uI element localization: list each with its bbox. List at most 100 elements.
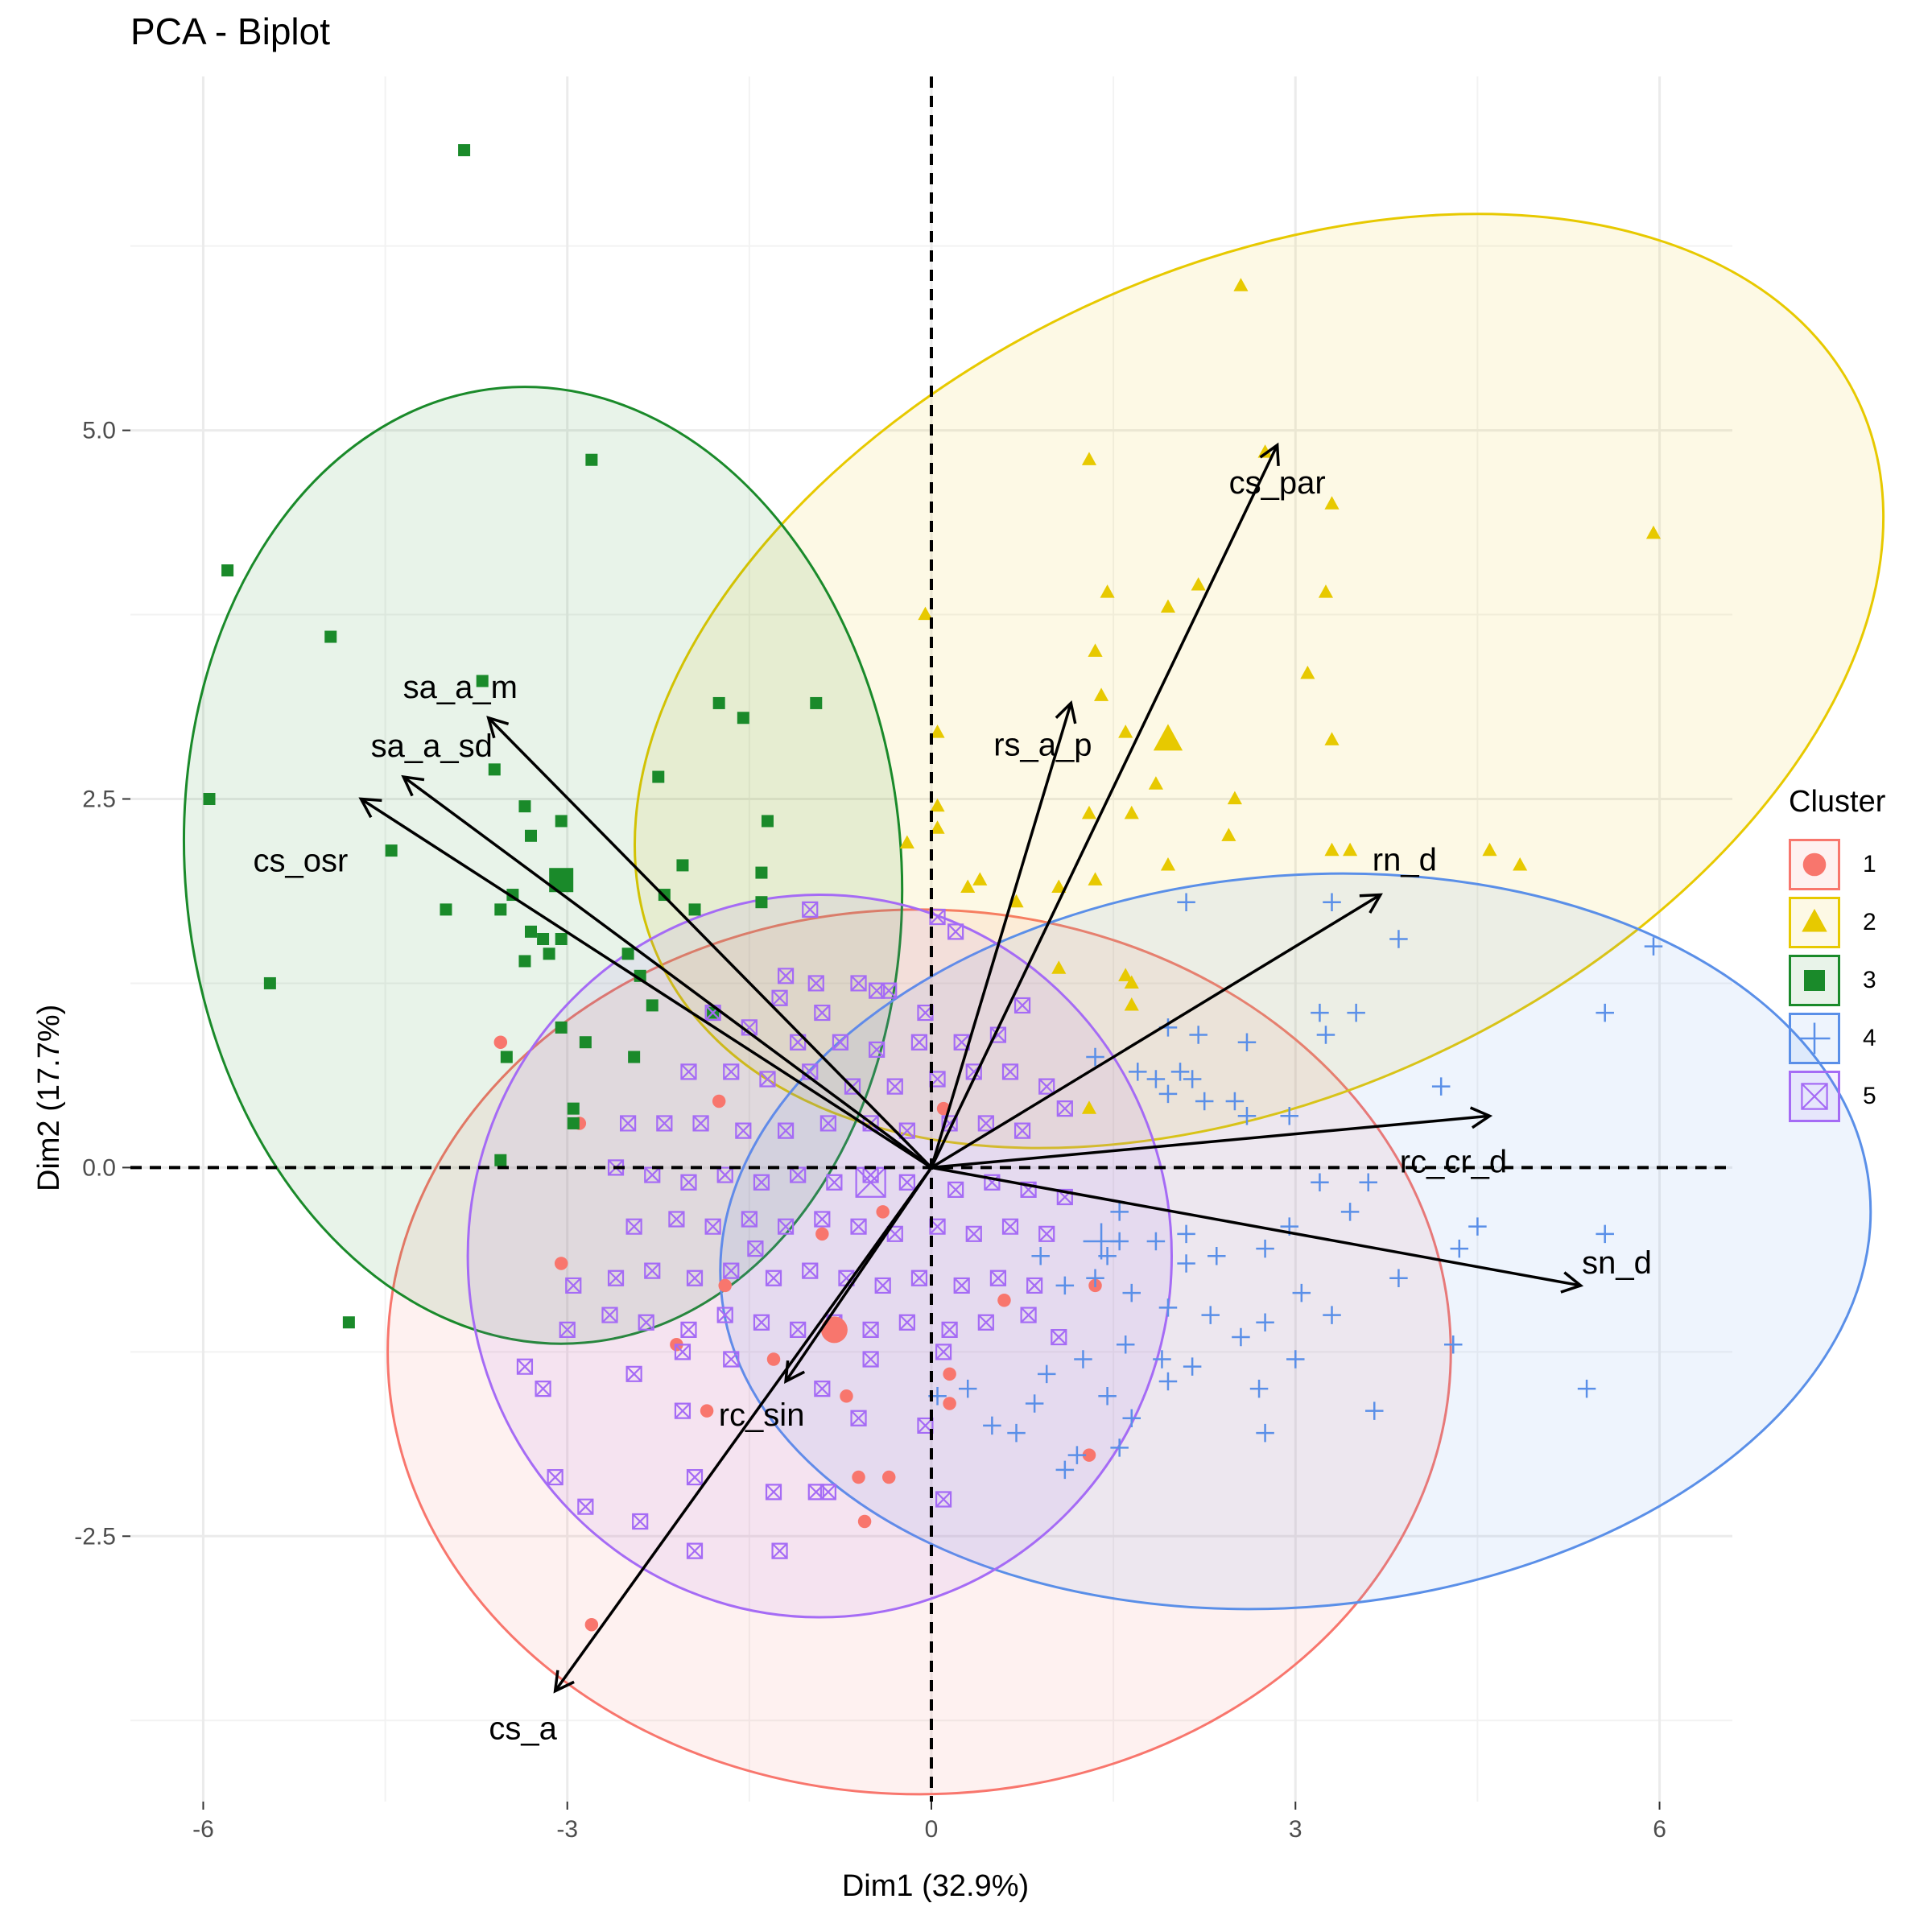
cluster-3-point [810, 697, 822, 709]
cluster-1-point [712, 1095, 726, 1108]
cluster-1-point [718, 1279, 732, 1293]
cluster-3-point-shape [810, 697, 822, 709]
legend-marker-5 [1802, 1084, 1827, 1108]
cluster-1-point-shape [555, 1257, 568, 1270]
cluster-3-point [762, 815, 774, 827]
cluster-3-point-shape [525, 830, 537, 842]
y-tick-label: -2.5 [74, 1523, 116, 1550]
cluster-3-point [543, 947, 555, 960]
legend-key-1 [1789, 839, 1840, 890]
cluster-1-point-shape [882, 1471, 896, 1484]
cluster-3-point-shape [628, 1051, 640, 1063]
legend-marker-3-shape [1804, 970, 1825, 991]
cluster-3-point [676, 859, 688, 871]
cluster-3-point-shape [386, 844, 398, 857]
cluster-1-point-shape [997, 1294, 1011, 1307]
legend-key-4 [1789, 1013, 1840, 1064]
cluster-3-point [646, 999, 658, 1011]
cluster-1-point [585, 1618, 599, 1632]
cluster-3-point-shape [324, 631, 336, 643]
cluster-3-point [440, 903, 452, 915]
legend-marker-4 [1799, 1023, 1831, 1055]
cluster-3-point-shape [494, 903, 506, 915]
legend-marker-1 [1803, 853, 1827, 877]
legend-label-1: 1 [1863, 851, 1876, 878]
cluster-3-point-shape [555, 815, 568, 827]
cluster-1-point [997, 1294, 1011, 1307]
cluster-3-point [689, 903, 701, 915]
cluster-3-point-shape [343, 1316, 355, 1328]
cluster-1-point-shape [585, 1618, 599, 1632]
cluster-1-point [767, 1352, 781, 1366]
legend-item-cluster-1: 1 [1789, 836, 1885, 894]
cluster-1-point [840, 1389, 853, 1403]
legend: Cluster 12345 [1789, 785, 1885, 1125]
cluster-1-point-shape [494, 1035, 508, 1049]
y-axis-label: Dim2 (17.7%) [32, 1005, 67, 1191]
cluster-3-point-shape [555, 1022, 568, 1034]
arrow-sn_d-label: sn_d [1582, 1245, 1652, 1281]
cluster-3-point [525, 926, 537, 938]
cluster-3-point-shape [543, 947, 555, 960]
legend-item-cluster-4: 4 [1789, 1009, 1885, 1067]
cluster-3-point-shape [264, 977, 276, 989]
cluster-1-point [852, 1471, 865, 1484]
cluster-1-point-shape [767, 1352, 781, 1366]
x-tick-label: 0 [925, 1816, 939, 1843]
cluster-3-point [652, 771, 664, 783]
cluster-1-centroid-shape [821, 1316, 848, 1343]
cluster-1-point-shape [815, 1228, 828, 1241]
legend-symbol-4 [1798, 1022, 1831, 1055]
cluster-3-point-shape [203, 793, 215, 805]
cluster-3-point [580, 1036, 592, 1048]
y-tick-label: 2.5 [82, 786, 116, 812]
cluster-3-point [203, 793, 215, 805]
x-axis-label: Dim1 (32.9%) [130, 1869, 1740, 1904]
legend-label-2: 2 [1863, 909, 1876, 936]
cluster-3-point [343, 1316, 355, 1328]
arrow-cs_osr-label: cs_osr [254, 843, 349, 878]
cluster-1-point-shape [943, 1368, 956, 1381]
cluster-3-point-shape [622, 947, 634, 960]
cluster-1-point-shape [712, 1095, 726, 1108]
cluster-3-point [525, 830, 537, 842]
arrow-rs_a_p-label: rs_a_p [993, 727, 1092, 762]
cluster-3-point-shape [518, 800, 530, 812]
cluster-3-point [755, 896, 767, 908]
cluster-3-point [628, 1051, 640, 1063]
cluster-3-point-shape [494, 1154, 506, 1166]
cluster-ellipses [145, 27, 1932, 1794]
cluster-3-point [501, 1051, 513, 1063]
legend-symbol-1 [1798, 848, 1831, 881]
cluster-3-point-shape [518, 955, 530, 967]
chart-title: PCA - Biplot [130, 10, 330, 53]
cluster-3-point [489, 763, 501, 775]
arrow-rn_d-label: rn_d [1373, 843, 1437, 878]
legend-marker-1-shape [1803, 853, 1827, 877]
legend-item-cluster-2: 2 [1789, 894, 1885, 952]
cluster-1-point [943, 1397, 956, 1410]
cluster-3-point [518, 800, 530, 812]
cluster-1-point-shape [876, 1205, 890, 1219]
legend-symbol-5 [1798, 1080, 1831, 1113]
legend-key-3 [1789, 955, 1840, 1006]
y-tick-label: 0.0 [82, 1154, 116, 1181]
cluster-3-point-shape [440, 903, 452, 915]
cluster-3-point-shape [489, 763, 501, 775]
cluster-1-centroid [821, 1316, 848, 1343]
cluster-3-point-shape [646, 999, 658, 1011]
legend-marker-2-shape [1802, 909, 1827, 932]
cluster-3-point-shape [689, 903, 701, 915]
y-tick-label: 5.0 [82, 418, 116, 444]
cluster-1-point [494, 1035, 508, 1049]
cluster-3-point [518, 955, 530, 967]
legend-label-4: 4 [1863, 1025, 1876, 1052]
legend-symbol-3 [1798, 964, 1831, 997]
cluster-3-point-shape [755, 896, 767, 908]
cluster-3-point [221, 564, 233, 576]
arrow-sa_a_m-label: sa_a_m [403, 670, 518, 705]
legend-marker-4-shape [1799, 1023, 1831, 1055]
arrow-sa_a_sd-label: sa_a_sd [371, 729, 493, 764]
x-tick-label: 6 [1653, 1816, 1666, 1843]
